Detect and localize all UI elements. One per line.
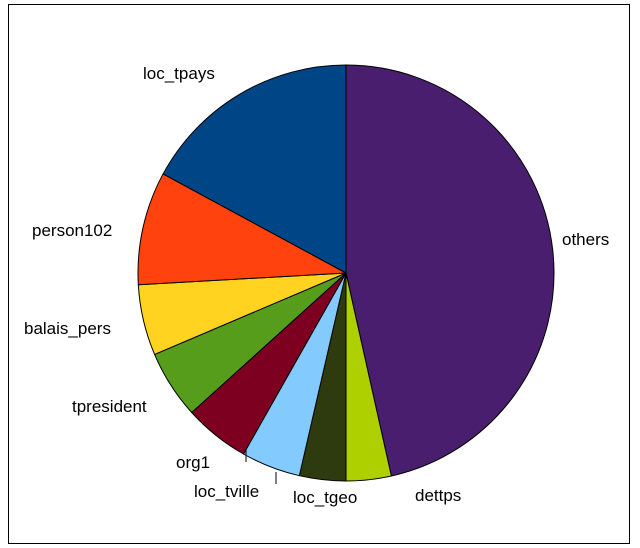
slice-label-dettps: dettps bbox=[415, 486, 461, 505]
slice-label-others: others bbox=[562, 230, 609, 249]
pie-slice-loc-tpays bbox=[162, 64, 347, 274]
slice-label-org1: org1 bbox=[176, 453, 210, 472]
slice-label-loc-tgeo: loc_tgeo bbox=[293, 488, 357, 507]
pie-slice-person102 bbox=[137, 173, 348, 286]
slice-label-tpresident: tpresident bbox=[72, 397, 147, 416]
slice-label-loc-tville: loc_tville bbox=[194, 482, 259, 501]
slice-label-person102: person102 bbox=[32, 221, 112, 240]
slice-label-balais-pers: balais_pers bbox=[24, 319, 111, 338]
slice-label-loc-tpays: loc_tpays bbox=[143, 64, 215, 83]
pie-slice-others bbox=[345, 64, 555, 477]
